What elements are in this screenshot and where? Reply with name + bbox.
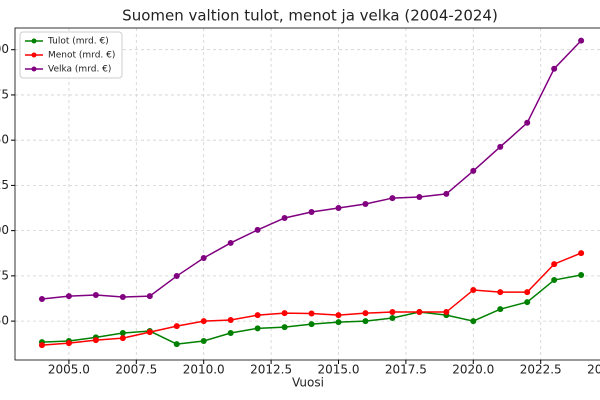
data-point: [335, 312, 342, 319]
data-point: [551, 65, 558, 72]
y-tick-label: 175: [0, 87, 9, 101]
legend-marker: [31, 38, 37, 44]
data-point: [254, 312, 261, 319]
legend-label: Tulot (mrd. €): [47, 37, 109, 47]
data-point: [65, 293, 72, 300]
data-point: [308, 310, 315, 317]
data-point: [173, 323, 180, 330]
data-point: [254, 226, 261, 233]
x-tick-label: 2007.5: [115, 363, 157, 377]
legend-label: Menot (mrd. €): [48, 51, 115, 61]
x-tick-label: 2017.5: [385, 363, 427, 377]
y-tick-label: 75: [0, 268, 9, 282]
x-tick-label: 2020.0: [452, 363, 494, 377]
data-point: [497, 306, 504, 313]
data-point: [119, 294, 126, 301]
data-point: [281, 324, 288, 331]
y-tick-label: 125: [0, 178, 9, 192]
data-point: [389, 315, 396, 322]
data-point: [92, 337, 99, 344]
data-point: [470, 167, 477, 174]
data-point: [227, 330, 234, 337]
plot-frame: [14, 27, 600, 361]
data-point: [578, 250, 585, 257]
data-point: [524, 289, 531, 296]
data-point: [362, 201, 369, 208]
data-point: [281, 214, 288, 221]
data-point: [308, 209, 315, 216]
legend-marker: [31, 52, 37, 58]
data-point: [173, 273, 180, 280]
data-point: [497, 289, 504, 296]
data-point: [362, 318, 369, 325]
data-point: [254, 325, 261, 332]
y-tick-label: 150: [0, 133, 9, 147]
data-point: [335, 319, 342, 326]
x-axis-label: Vuosi: [292, 376, 324, 390]
data-point: [200, 318, 207, 325]
data-point: [200, 338, 207, 345]
x-tick-label: 2022.5: [520, 363, 562, 377]
x-tick-label: 2010.0: [183, 363, 225, 377]
data-point: [551, 261, 558, 268]
data-point: [443, 309, 450, 316]
data-point: [443, 190, 450, 197]
data-point: [281, 310, 288, 317]
data-point: [362, 310, 369, 317]
data-point: [65, 340, 72, 347]
data-point: [119, 330, 126, 337]
y-tick-label: 50: [0, 314, 9, 328]
data-point: [227, 317, 234, 324]
legend-marker: [31, 66, 37, 72]
data-point: [416, 309, 423, 316]
data-point: [389, 309, 396, 316]
legend: Tulot (mrd. €) Menot (mrd. €) Velka (mrd. …: [19, 31, 123, 79]
data-point: [389, 195, 396, 202]
x-tick-label: 2012.5: [250, 363, 292, 377]
data-point: [524, 119, 531, 126]
data-point: [470, 286, 477, 293]
data-point: [524, 299, 531, 306]
data-point: [146, 293, 153, 300]
data-point: [578, 271, 585, 278]
data-point: [38, 296, 45, 303]
data-point: [227, 239, 234, 246]
data-point: [578, 37, 585, 44]
data-point: [551, 277, 558, 284]
x-tick-label: 2015.0: [318, 363, 360, 377]
legend-box: [19, 31, 123, 79]
data-point: [38, 342, 45, 349]
y-tick-label: 200: [0, 42, 9, 56]
data-point: [146, 329, 153, 336]
data-point: [470, 318, 477, 325]
chart-title: Suomen valtion tulot, menot ja velka (20…: [122, 7, 498, 25]
x-tick-label: 2005.0: [48, 363, 90, 377]
data-point: [416, 193, 423, 200]
data-point: [308, 321, 315, 328]
x-tick-label: 2025.0: [587, 363, 600, 377]
y-tick-label: 100: [0, 223, 9, 237]
data-point: [173, 341, 180, 348]
data-point: [200, 254, 207, 261]
data-point: [497, 143, 504, 150]
series-line: [41, 40, 582, 300]
legend-label: Velka (mrd. €): [48, 65, 111, 75]
data-point: [335, 205, 342, 212]
data-point: [119, 335, 126, 342]
data-point: [92, 292, 99, 299]
